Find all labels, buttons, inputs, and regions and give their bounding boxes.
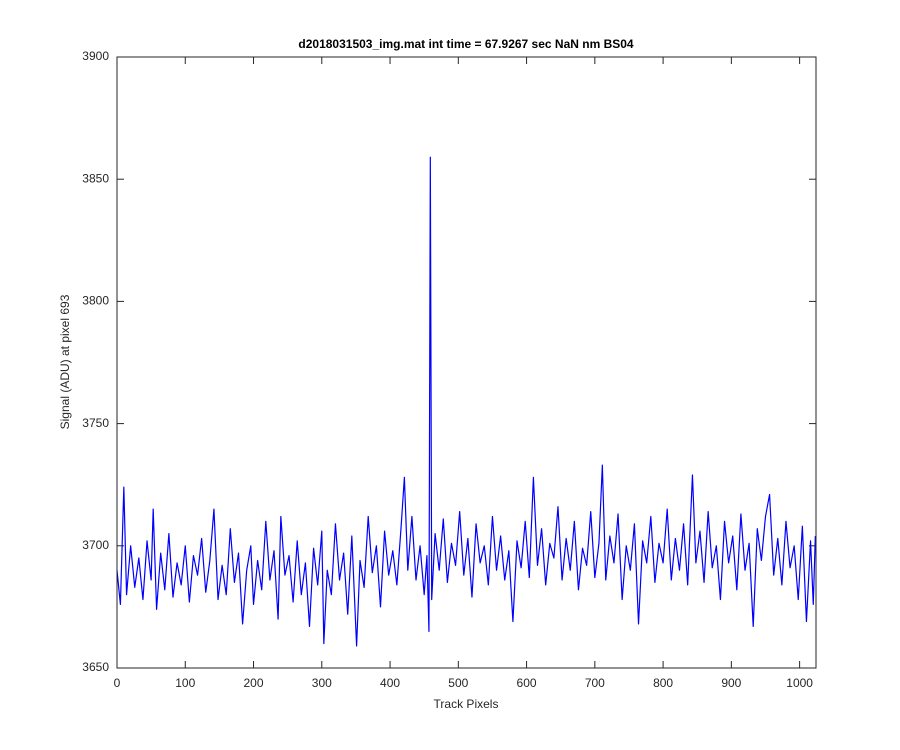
x-tick-label: 300 bbox=[312, 676, 332, 690]
y-tick-label: 3650 bbox=[82, 660, 109, 674]
x-tick-label: 600 bbox=[517, 676, 537, 690]
y-tick-label: 3900 bbox=[82, 49, 109, 63]
x-tick-label: 1000 bbox=[786, 676, 813, 690]
y-tick-label: 3850 bbox=[82, 171, 109, 185]
x-tick-label: 500 bbox=[448, 676, 468, 690]
plot-frame bbox=[116, 56, 817, 669]
y-tick-label: 3700 bbox=[82, 538, 109, 552]
x-tick-label: 200 bbox=[244, 676, 264, 690]
x-tick-label: 0 bbox=[114, 676, 121, 690]
y-tick-label: 3800 bbox=[82, 294, 109, 308]
x-tick-label: 900 bbox=[721, 676, 741, 690]
data-line bbox=[116, 156, 816, 647]
y-axis-label: Signal (ADU) at pixel 693 bbox=[58, 294, 72, 429]
x-axis-label: Track Pixels bbox=[434, 697, 499, 711]
x-tick-label: 800 bbox=[653, 676, 673, 690]
chart-title: d2018031503_img.mat int time = 67.9267 s… bbox=[298, 37, 634, 51]
y-tick-label: 3750 bbox=[82, 416, 109, 430]
x-tick-label: 700 bbox=[585, 676, 605, 690]
x-tick-label: 100 bbox=[175, 676, 195, 690]
x-tick-label: 400 bbox=[380, 676, 400, 690]
